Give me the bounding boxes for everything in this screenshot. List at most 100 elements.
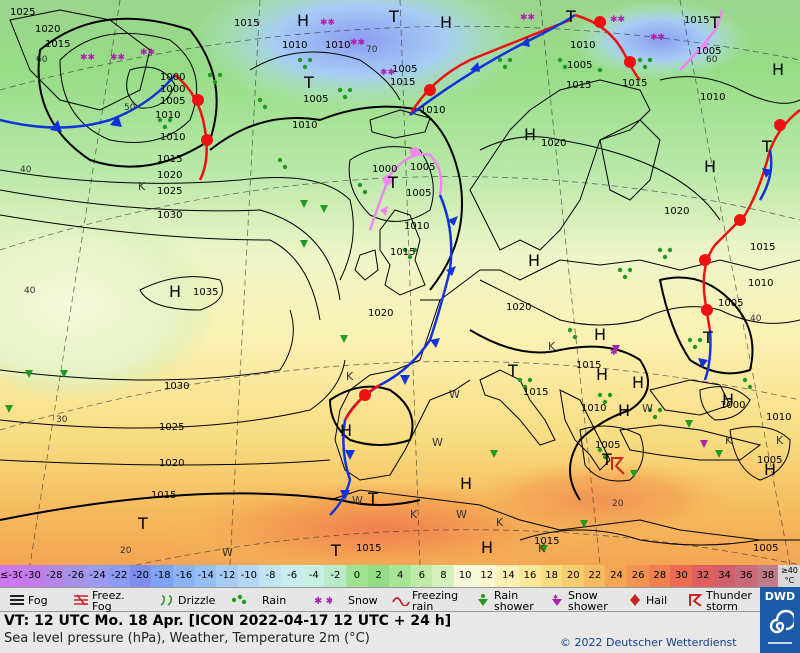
pressure-center: H	[722, 390, 734, 409]
isobar-label: 1005	[303, 94, 328, 105]
isobar-label: 1000	[160, 72, 185, 83]
isobar-label: 1015	[151, 490, 176, 501]
colorbar-cell: -4	[302, 565, 325, 587]
isobar-label: 1005	[718, 298, 743, 309]
legend-label: Fog	[28, 594, 48, 607]
colorbar-cell: -16	[172, 565, 196, 587]
arctic-cold-region	[190, 0, 530, 110]
colorbar-cell: -10	[237, 565, 260, 587]
region-letter: W	[642, 402, 653, 415]
isobar-label: 1015	[157, 154, 182, 165]
cold-front-turkey	[703, 329, 712, 381]
isobar-label: 1005	[406, 188, 431, 199]
isobar-label: 1010	[748, 278, 773, 289]
coast-balkans-greece	[559, 389, 611, 471]
pressure-center: H	[528, 251, 540, 270]
colorbar-cell: 16	[518, 565, 542, 587]
pressure-center: H	[764, 460, 776, 479]
isobar-label: 1005	[696, 46, 721, 57]
pressure-center: T	[387, 173, 398, 192]
isobar-label: 1020	[664, 206, 689, 217]
svg-text:✱✱: ✱✱	[380, 68, 395, 78]
fog-icon	[10, 595, 24, 605]
legend-label: Freez. Fog	[92, 589, 125, 613]
colorbar-cell: 34	[713, 565, 736, 587]
isobar-label: 1000	[720, 400, 745, 411]
drizzle-icon	[160, 595, 173, 606]
pressure-center: H	[297, 11, 309, 30]
colorbar-cell: -18	[151, 565, 174, 587]
isobar-label: 1025	[10, 7, 35, 18]
grid-label: 20	[120, 546, 132, 556]
colorbar-cell: -8	[259, 565, 282, 587]
colorbar-cell: 8	[432, 565, 455, 587]
colorbar-cell: 20	[562, 565, 585, 587]
legend-label: Hail	[646, 594, 668, 607]
colorbar-cell: 32	[691, 565, 714, 587]
isobar-label: 1010	[160, 132, 185, 143]
pressure-center: H	[704, 157, 716, 176]
rain-symbols	[157, 57, 753, 460]
grid-label: 60	[706, 55, 718, 65]
colorbar-cell: 26	[627, 565, 650, 587]
fronts	[0, 9, 800, 516]
temperature-colorbar: ≤-30 -30 -28 -26 -24 -22 -20 -18 -16 -14 -12 -10 -8-…	[0, 565, 800, 587]
weather-legend: Fog Freez. Fog Drizzle Rain ✱ ✱ Snow Fre…	[0, 587, 760, 612]
isobar-label: 1015	[622, 78, 647, 89]
isobar-label: 1010	[766, 412, 791, 423]
rain-icon	[231, 594, 247, 605]
isobar-label: 1005	[757, 455, 782, 466]
cold-front-greenland	[0, 74, 176, 129]
grid-labels: 60 50 40 40 30 20 70 60 40 20	[20, 45, 762, 556]
isobar-label: 1015	[390, 77, 415, 88]
legend-label: Drizzle	[178, 594, 216, 607]
colorbar-cell: 30	[670, 565, 693, 587]
warm-front-iceland	[408, 18, 571, 116]
pressure-center: T	[507, 361, 518, 380]
pressure-center: H	[340, 421, 352, 440]
colorbar-cell: 14	[497, 565, 520, 587]
isobar-label: 1025	[157, 186, 182, 197]
colorbar-cell: -26	[64, 565, 87, 587]
pressure-center: H	[618, 401, 630, 420]
isobar-label: 1010	[420, 105, 445, 116]
pressure-center: T	[137, 514, 148, 533]
svg-text:✱✱: ✱✱	[320, 18, 335, 28]
pressure-center: H	[524, 125, 536, 144]
isobar-label: 1015	[234, 18, 259, 29]
logo-text: DWD	[764, 590, 796, 603]
legend-label: Rain	[262, 594, 287, 607]
isobar-label: 1020	[157, 170, 182, 181]
pressure-center: T	[761, 137, 772, 156]
pressure-center: T	[709, 13, 720, 32]
pressure-center: T	[565, 7, 576, 26]
pressure-center: H	[594, 325, 606, 344]
isobar-label: 1010	[282, 40, 307, 51]
legend-label: Rain shower	[494, 589, 534, 613]
region-letter: K	[725, 434, 733, 447]
isobar-label: 1010	[581, 403, 606, 414]
pressure-center: H	[632, 373, 644, 392]
isobar-label: 1015	[576, 360, 601, 371]
colorbar-cell: 4	[389, 565, 412, 587]
isobar-label: 1010	[700, 92, 725, 103]
isobar-label: 1030	[157, 210, 182, 221]
spiral-icon	[766, 607, 794, 647]
grid-label: 70	[366, 45, 378, 55]
isobar-label: 1010	[325, 40, 350, 51]
coast-black-sea	[649, 379, 731, 416]
isobar-label: 1005	[567, 60, 592, 71]
colorbar-cell: 22	[583, 565, 606, 587]
isobars	[0, 17, 800, 546]
colorbar-cell: ≤-30	[0, 565, 25, 587]
valid-time: VT: 12 UTC Mo. 18 Apr. [ICON 2022-04-17 …	[4, 613, 452, 629]
region-letter: K	[346, 370, 354, 383]
cold-front-north	[409, 13, 576, 117]
freezing-fog-icon	[74, 594, 88, 606]
isobar-label: 1005	[595, 440, 620, 451]
isobar-label: 1015	[750, 242, 775, 253]
cold-front-east	[758, 149, 773, 201]
svg-text:✱✱: ✱✱	[350, 38, 365, 48]
grid-label: 40	[750, 314, 762, 324]
svg-text:✱ ✱: ✱ ✱	[314, 596, 332, 606]
